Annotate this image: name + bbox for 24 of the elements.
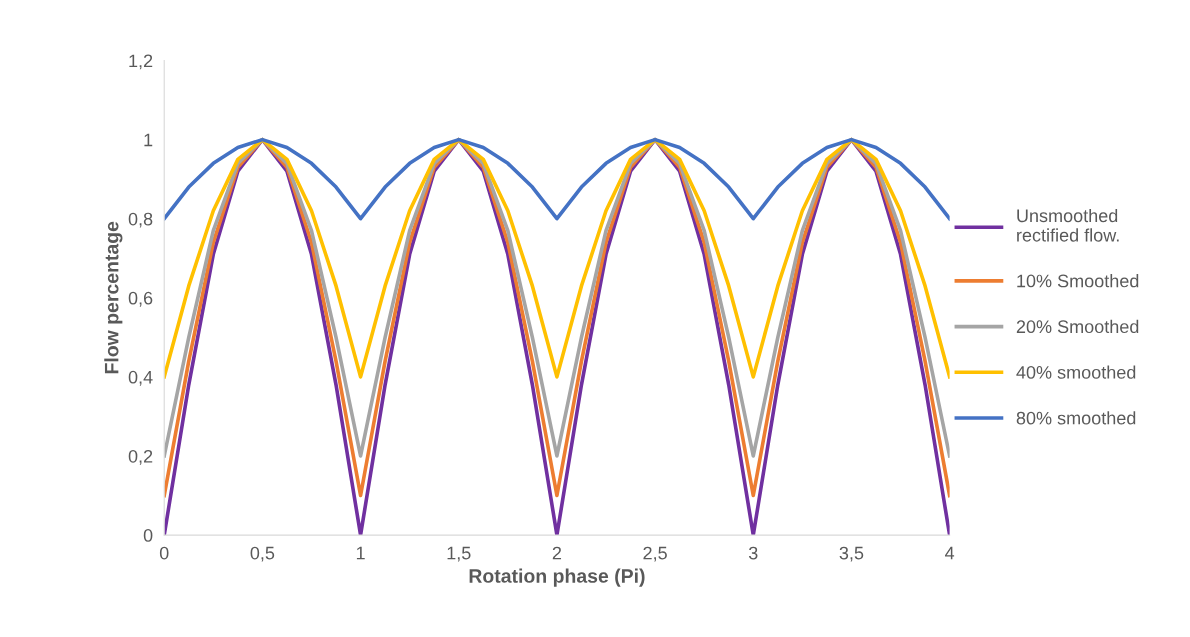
- x-tick-label: 0,5: [250, 546, 275, 562]
- x-tick-label: 1: [356, 546, 365, 560]
- legend-label: 40% smoothed: [1016, 365, 1136, 379]
- y-tick-label: 1: [144, 133, 153, 147]
- y-tick-label: 0,2: [128, 449, 153, 465]
- y-tick-label: 0: [143, 529, 153, 542]
- y-axis-title: Flow percentage: [104, 221, 123, 374]
- legend-label: 80% smoothed: [1016, 411, 1136, 425]
- line-series: [164, 137, 950, 221]
- y-tick-label: 1,2: [129, 54, 153, 70]
- x-tick-label: 2: [552, 546, 562, 560]
- x-tick-label: 1,5: [447, 546, 471, 562]
- x-tick-label: 4: [945, 546, 955, 560]
- x-tick-label: 2,5: [643, 546, 667, 562]
- x-axis-title: Rotation phase (Pi): [469, 568, 645, 587]
- legend-label: 20% Smoothed: [1016, 319, 1139, 334]
- x-tick-label: 3,5: [839, 546, 864, 562]
- x-tick-label: 3: [748, 546, 758, 560]
- legend-label: 10% Smoothed: [1017, 274, 1139, 288]
- legend-label: Unsmoothed rectified flow.: [1017, 208, 1119, 242]
- y-tick-label: 0,4: [128, 370, 153, 386]
- y-tick-label: 0,6: [128, 291, 153, 307]
- y-tick-label: 0,8: [128, 212, 153, 228]
- x-tick-label: 0: [159, 546, 169, 560]
